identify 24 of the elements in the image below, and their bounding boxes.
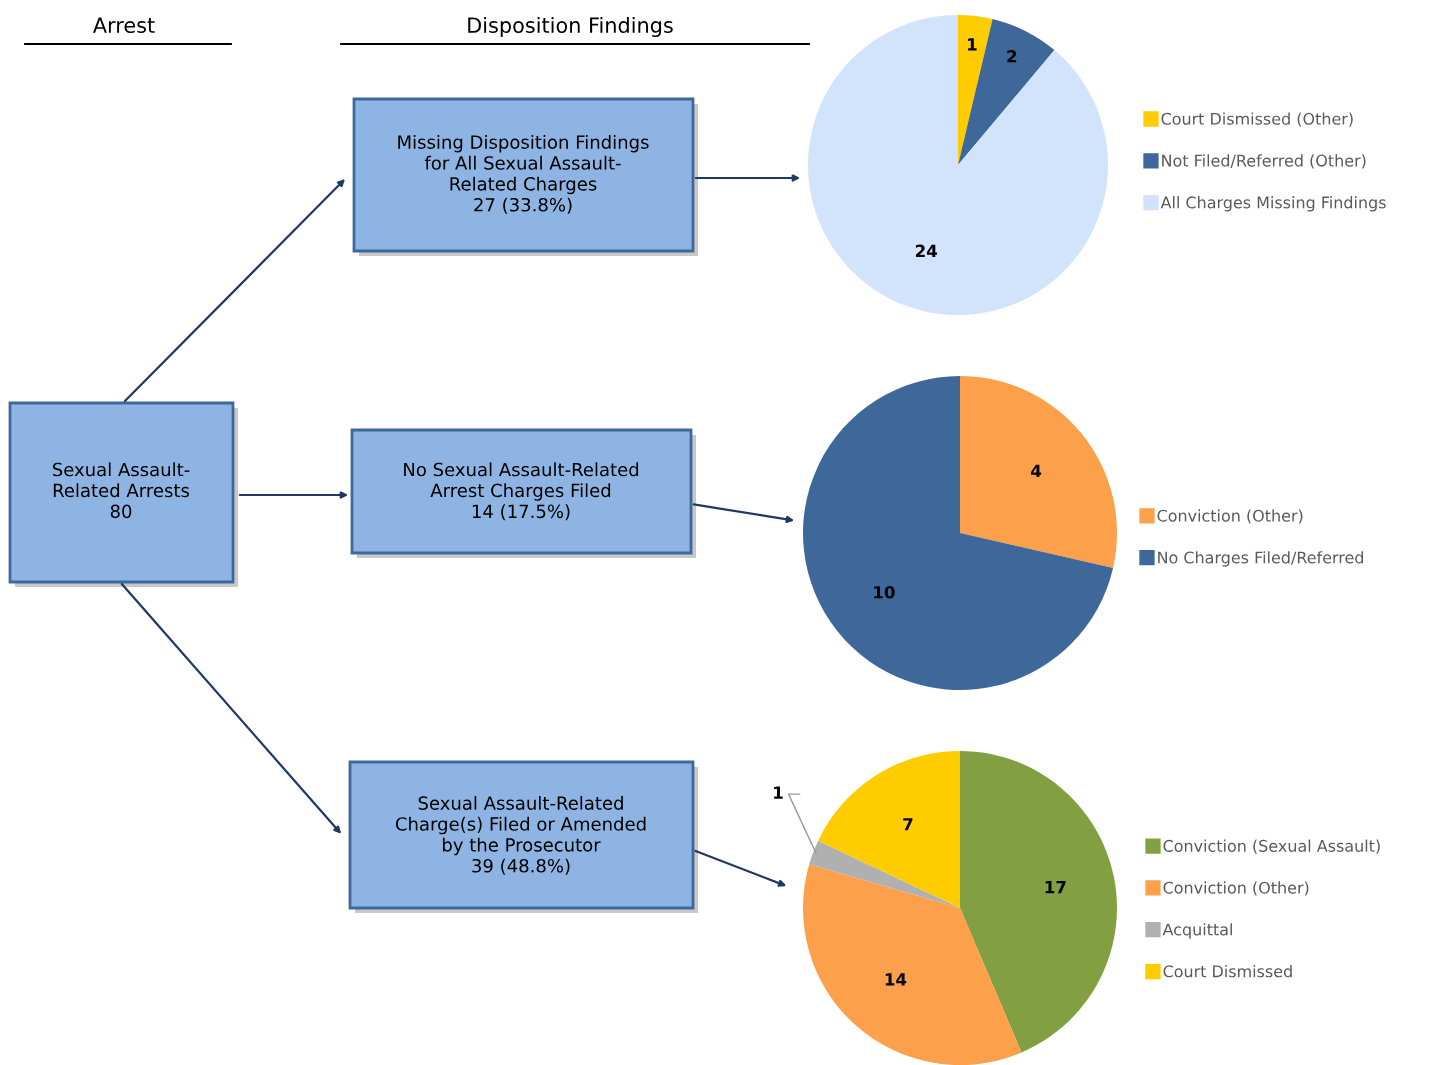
text: Disposition Findings bbox=[468, 16, 673, 38]
legend-label: Court Dismissed bbox=[1163, 964, 1292, 978]
legend-label: Court Dismissed (Other) bbox=[1161, 112, 1353, 127]
data-label: 7 bbox=[903, 818, 913, 831]
legend-label: Conviction (Other) bbox=[1163, 881, 1309, 896]
data-label: 14 bbox=[885, 973, 907, 986]
legend-label: Conviction (Other) bbox=[1157, 509, 1303, 524]
data-label: 2 bbox=[1007, 49, 1017, 63]
text: Sexual Assault- Related Arrests 80 bbox=[52, 462, 190, 519]
data-label: 1 bbox=[774, 786, 783, 799]
text: Missing Disposition Findings for All Sexual Assault- Related Charges 27 (33.8%) bbox=[398, 134, 649, 214]
legend-label: No Charges Filed/Referred bbox=[1158, 551, 1363, 567]
data-label: 4 bbox=[1031, 464, 1042, 477]
data-label: 10 bbox=[874, 585, 895, 599]
data-label: 17 bbox=[1045, 880, 1066, 894]
legend-label: Conviction (Sexual Assault) bbox=[1163, 839, 1380, 854]
text: No Sexual Assault-Related Arrest Charges Filed 14 (17.5%) bbox=[404, 462, 639, 521]
data-label: 24 bbox=[915, 244, 938, 257]
text: Sexual Assault-Related Charge(s) Filed or Amended by the Prosecutor 39 (48.8%) bbox=[395, 795, 646, 875]
legend-label: Acquittal bbox=[1162, 923, 1232, 939]
data-label: 1 bbox=[968, 38, 977, 51]
text: Arrest bbox=[92, 17, 155, 34]
legend-label: All Charges Missing Findings bbox=[1160, 196, 1386, 212]
legend-label: Not Filed/Referred (Other) bbox=[1162, 154, 1366, 169]
